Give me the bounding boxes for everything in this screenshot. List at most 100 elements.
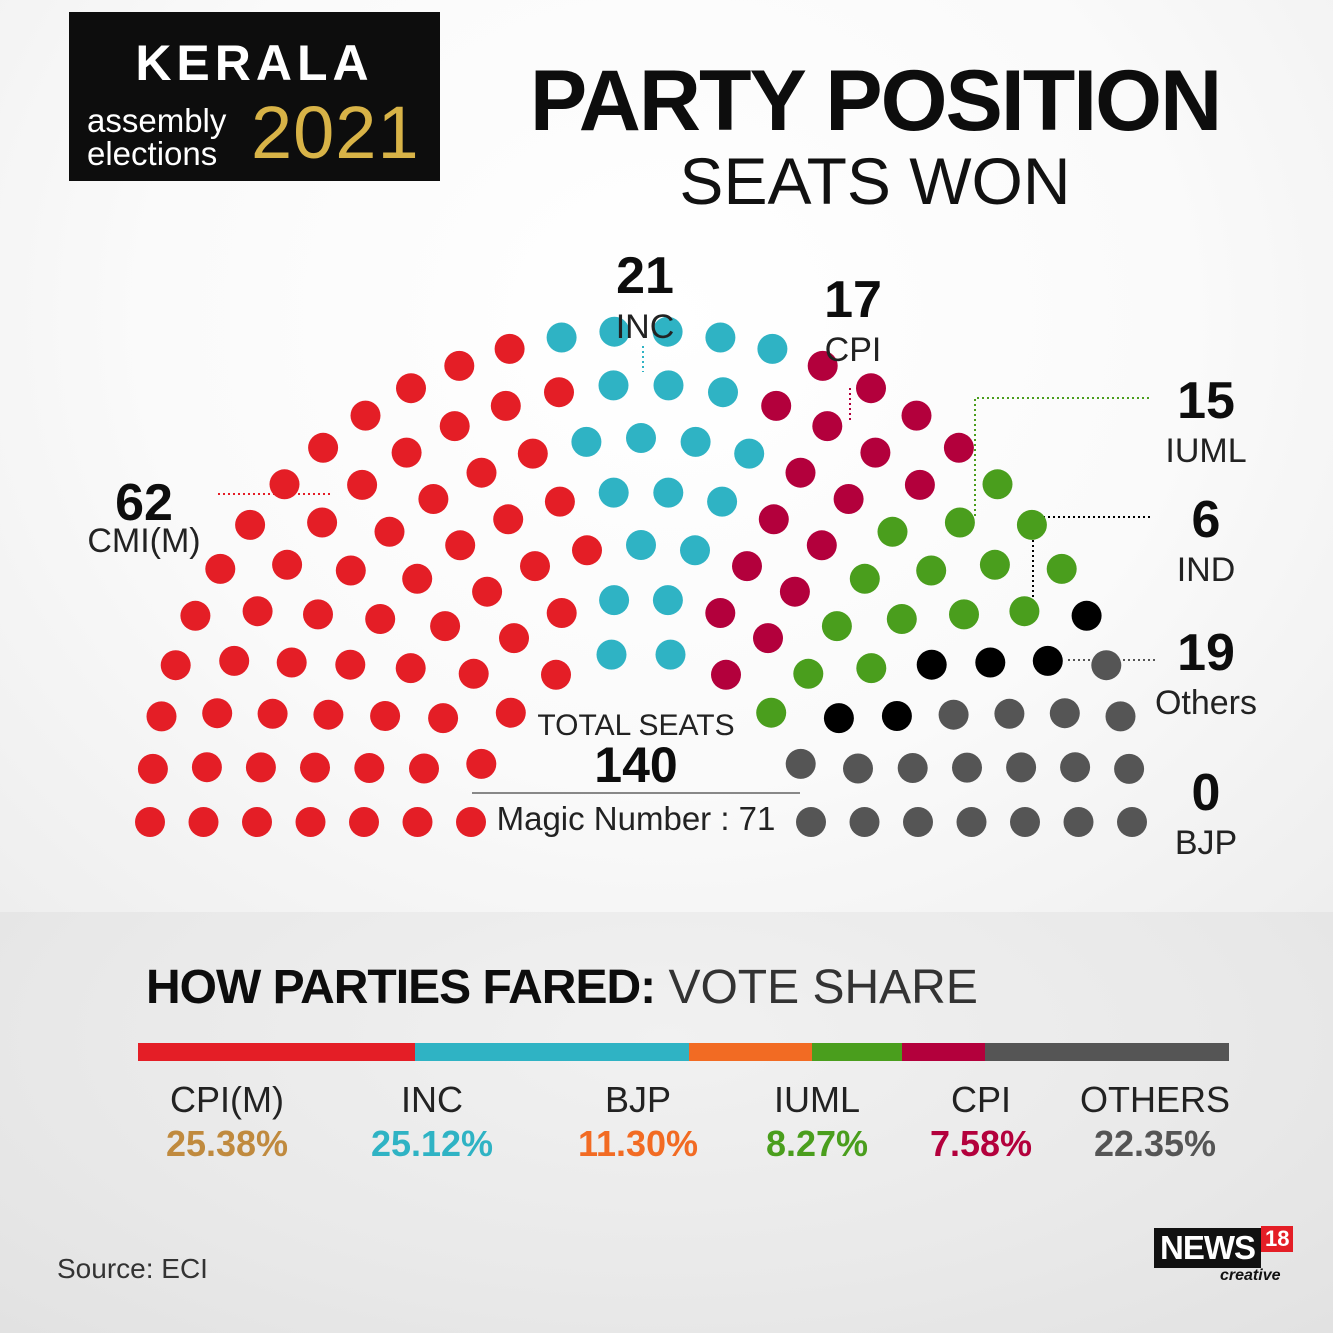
vote-label-cpim: CPI(M) 25.38% [127, 1082, 327, 1162]
seat-dot [705, 598, 736, 628]
seat-dot [1105, 701, 1136, 732]
vote-share-subtitle: VOTE SHARE [668, 961, 978, 1014]
seat-dot [418, 484, 449, 514]
seat-dot [903, 807, 933, 837]
seat-dot [180, 600, 211, 631]
seat-dot [235, 509, 266, 540]
total-seats-label: TOTAL SEATS [537, 709, 734, 742]
party-name-iuml: IUML [1165, 432, 1246, 470]
seat-dot [757, 333, 788, 364]
magic-number: Magic Number : 71 [497, 800, 776, 837]
seat-dot [897, 753, 928, 783]
seat-dot [349, 807, 379, 837]
party-seat-count-ind: 6 [1192, 491, 1221, 549]
vote-label-iuml: IUML 8.27% [717, 1082, 917, 1162]
seat-dot [300, 752, 330, 783]
seat-dot [546, 322, 577, 353]
seat-dot [546, 598, 577, 628]
seat-dot [188, 807, 219, 837]
seat-dot [975, 647, 1006, 678]
seat-dot [1091, 650, 1122, 681]
seat-dot [365, 604, 396, 634]
party-seat-count-inc: 21 [616, 247, 674, 305]
party-seat-count-others: 19 [1177, 624, 1235, 682]
chart-title: PARTY POSITION [529, 53, 1222, 149]
seat-dot [472, 576, 503, 607]
seat-dot [444, 350, 475, 381]
seat-dot [1006, 752, 1037, 783]
seat-dot [370, 701, 401, 731]
seat-dot [785, 748, 816, 779]
seat-dot [598, 477, 629, 508]
seat-dot [307, 507, 338, 538]
seat-dot [680, 426, 711, 457]
seat-dot [396, 373, 426, 404]
chart-subtitle: SEATS WON [679, 144, 1071, 218]
seat-dot [938, 699, 969, 730]
seat-dot [219, 645, 250, 676]
vote-percentage: 25.38% [165, 1123, 289, 1164]
seat-dot [708, 377, 738, 408]
seat-dot [599, 316, 630, 347]
vote-label-cpi: CPI 7.58% [881, 1082, 1081, 1162]
seat-dot [456, 807, 486, 837]
party-name-ind: IND [1177, 551, 1236, 589]
seat-dot [807, 350, 838, 381]
seat-dot [652, 316, 683, 347]
seat-dot [135, 807, 165, 837]
seat-dot [812, 411, 843, 442]
seat-dot [428, 703, 459, 734]
seat-dot [1049, 698, 1080, 729]
center-info: TOTAL SEATS 140 Magic Number : 71 [472, 709, 800, 837]
vote-party-name: IUML [773, 1079, 860, 1120]
seat-dot [881, 701, 912, 731]
seat-dot [849, 563, 880, 594]
badge-line1: assembly [87, 102, 227, 139]
party-name-cpi: CPI [825, 331, 882, 369]
party-seat-count-cmim: 62 [115, 474, 173, 532]
seat-dot [494, 333, 525, 364]
seat-dot [430, 611, 461, 642]
party-seat-count-iuml: 15 [1177, 372, 1235, 430]
seat-dot [916, 555, 947, 586]
vote-share-heading: HOW PARTIES FARED: VOTE SHARE [146, 964, 978, 1012]
seat-dot [1009, 596, 1040, 627]
vote-bar-segment-iuml [812, 1043, 903, 1061]
seat-dot [1010, 807, 1040, 837]
seat-dot [571, 426, 602, 457]
seat-dot [711, 659, 741, 690]
seat-dot [843, 753, 873, 784]
seat-dot [952, 752, 982, 783]
seat-dot [856, 653, 887, 684]
seat-dot [295, 807, 326, 837]
vote-label-bjp: BJP 11.30% [538, 1082, 738, 1162]
seat-dot [335, 555, 366, 586]
vote-percentage: 22.35% [1093, 1123, 1217, 1164]
vote-party-name: OTHERS [1079, 1079, 1230, 1120]
badge-state: KERALA [135, 35, 374, 91]
seat-dot [596, 639, 627, 670]
vote-party-name: CPI [950, 1079, 1011, 1120]
vote-share-bar [138, 1043, 1229, 1061]
seat-dot [652, 585, 683, 616]
vote-percentage: 8.27% [765, 1123, 869, 1164]
vote-label-others: OTHERS 22.35% [1055, 1082, 1255, 1162]
vote-label-inc: INC 25.12% [332, 1082, 532, 1162]
seat-dot [350, 400, 381, 431]
seat-dot [756, 697, 787, 728]
seat-dot [572, 535, 602, 566]
seat-dot [1060, 752, 1091, 783]
seat-dot [1032, 645, 1063, 676]
seat-dot [245, 752, 276, 783]
seat-dot [1063, 807, 1094, 837]
total-seats-value: 140 [594, 737, 677, 793]
seat-dot [374, 516, 405, 547]
vote-percentage: 7.58% [929, 1123, 1033, 1164]
vote-party-name: BJP [604, 1079, 672, 1120]
seat-dot [806, 530, 837, 561]
seat-dot [761, 390, 792, 421]
seat-dot [823, 703, 854, 734]
seat-dot [785, 457, 816, 488]
party-name-inc: INC [616, 308, 675, 346]
seat-dot [1071, 600, 1102, 631]
